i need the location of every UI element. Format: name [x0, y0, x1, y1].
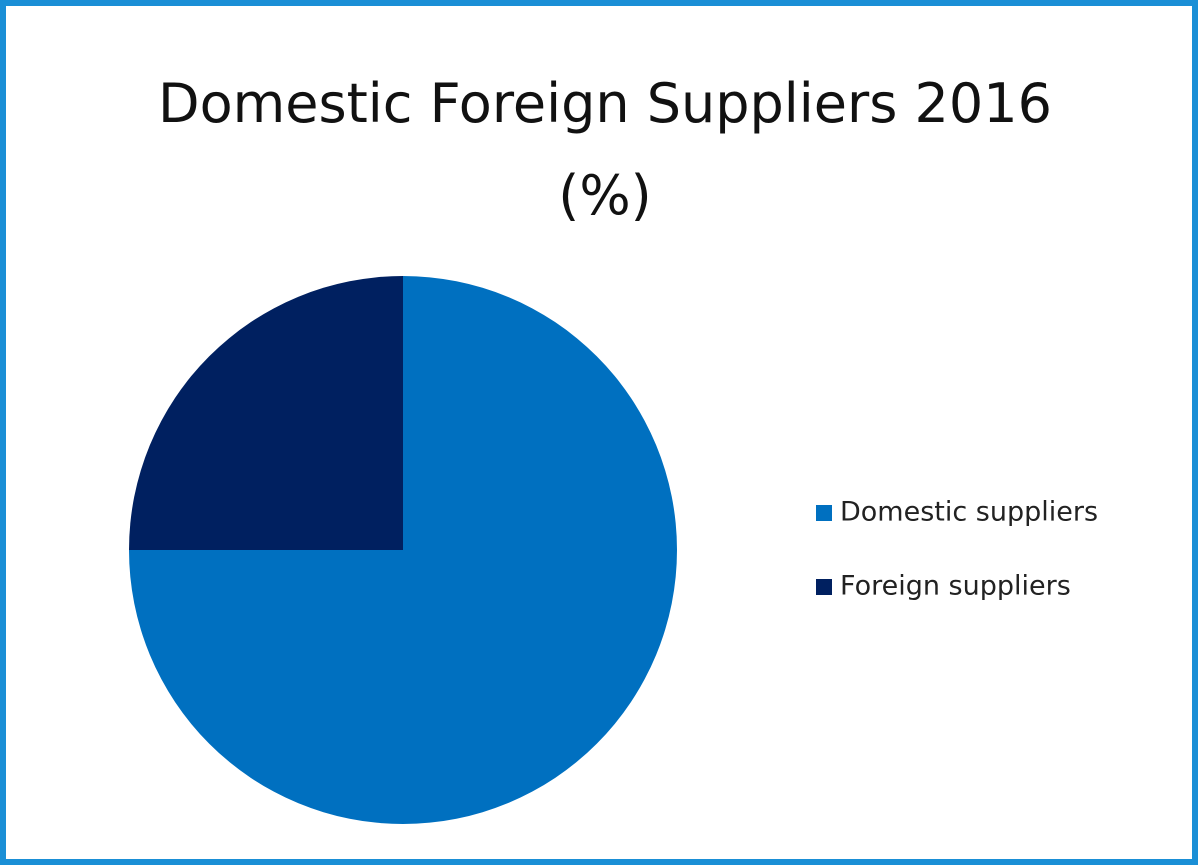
legend-swatch [816, 579, 832, 595]
legend-label: Domestic suppliers [840, 497, 1098, 528]
legend-swatch [816, 505, 832, 521]
pie-slice [129, 276, 403, 550]
chart: Domestic suppliers Foreign suppliers [129, 276, 1098, 824]
legend-label: Foreign suppliers [840, 571, 1071, 602]
chart-title: Domestic Foreign Suppliers 2016 (%) [158, 72, 1052, 227]
